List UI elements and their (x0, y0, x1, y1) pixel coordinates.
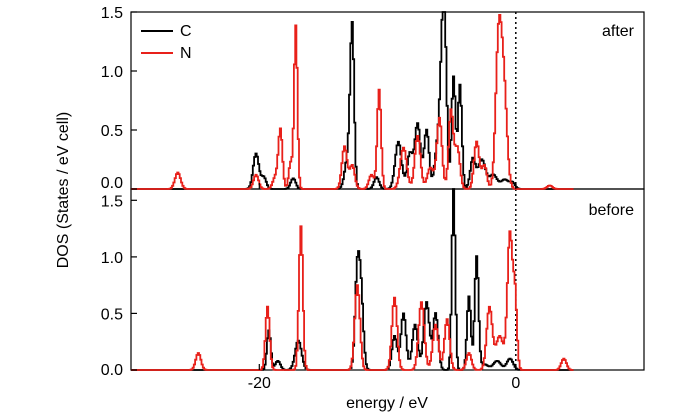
x-tick-label: -20 (248, 375, 271, 392)
dos-series (131, 11, 574, 371)
y-tick-label: 1.0 (101, 250, 123, 267)
series-line-n-before (131, 225, 574, 371)
x-tick-label: 0 (511, 375, 520, 392)
y-tick-label: 0.0 (101, 362, 123, 379)
panel-top-frame (130, 11, 645, 190)
y-tick-label: 1.5 (101, 5, 123, 22)
panel-label-before: before (589, 202, 634, 219)
y-axis-title: DOS (States / eV cell) (55, 112, 72, 269)
legend-label-n: N (180, 45, 192, 62)
panel-bottom-frame (130, 188, 645, 371)
x-axis-title: energy / eV (346, 395, 428, 412)
series-line-n-after (131, 14, 574, 190)
y-tick-label: 1.0 (101, 64, 123, 81)
axis-ticks: 0.00.51.01.50.00.51.01.5-20 0 (101, 5, 521, 392)
legend: C N (141, 23, 192, 62)
y-tick-label: 0.5 (101, 306, 123, 323)
y-tick-label: 0.5 (101, 123, 123, 140)
legend-label-c: C (180, 23, 192, 40)
panel-label-after: after (602, 23, 635, 40)
series-line-c-after (131, 11, 574, 190)
y-tick-label: 0.0 (101, 175, 123, 192)
y-tick-label: 1.5 (101, 193, 123, 210)
